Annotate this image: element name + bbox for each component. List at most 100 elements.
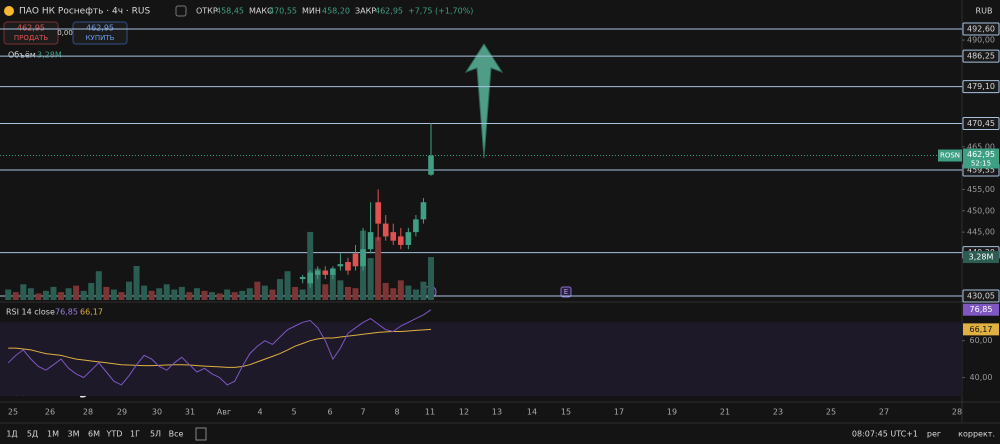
volume-bar: [277, 279, 283, 300]
volume-bar: [254, 281, 261, 300]
session[interactable]: рег: [927, 430, 941, 439]
price-tick-label: 450,00: [967, 206, 995, 215]
level-label: 479,10: [967, 82, 995, 91]
volume-bar: [27, 288, 34, 300]
spread: 0,00: [57, 29, 73, 37]
time-label: 14: [527, 408, 537, 417]
volume-bar: [110, 289, 117, 300]
volume-bar: [261, 285, 268, 300]
settings-icon[interactable]: [175, 5, 187, 17]
volume-bar: [337, 280, 344, 300]
ohlc-label: МАКС: [249, 7, 273, 16]
volume-bar: [329, 273, 336, 300]
up-arrow: [464, 43, 504, 159]
volume-bar: [80, 290, 87, 300]
time-label: 8: [394, 408, 399, 417]
volume-bar: [216, 293, 223, 300]
range-button[interactable]: 1Г: [130, 430, 140, 439]
volume-bar: [178, 286, 185, 300]
earnings-letter: E: [564, 288, 568, 296]
volume-tag-label: 3,28M: [969, 253, 994, 262]
range-button[interactable]: 1Д: [6, 430, 17, 439]
volume-bar: [163, 284, 170, 300]
volume-bar: [193, 288, 200, 300]
rsi-ma-line: [8, 328, 432, 368]
volume-bar: [412, 289, 419, 300]
candle-body: [352, 253, 359, 267]
volume-bar: [367, 258, 374, 300]
rsi-value: 76,85: [55, 308, 78, 317]
candle-body: [405, 232, 412, 245]
candle-body: [345, 262, 351, 271]
calendar-icon[interactable]: [195, 427, 207, 441]
time-label: 30: [152, 408, 162, 417]
candle-body: [428, 155, 434, 175]
range-button[interactable]: 1М: [47, 430, 59, 439]
symbol-title[interactable]: ПАО НК Роснефть · 4ч · RUS: [19, 7, 150, 17]
volume-bar: [224, 289, 231, 300]
sell-price: 462,95: [17, 24, 45, 33]
candle-body: [413, 219, 419, 233]
rsi-band: [0, 322, 962, 396]
volume-bar: [420, 281, 427, 300]
level-label: 430,05: [967, 291, 995, 300]
candle-body: [390, 232, 397, 241]
candle-body: [307, 272, 313, 284]
range-button[interactable]: 5Л: [150, 430, 161, 439]
candle-body: [398, 236, 404, 245]
buy-button[interactable]: [72, 21, 128, 45]
time-label: 7: [360, 408, 365, 417]
level-label: 459,55: [967, 166, 995, 175]
volume-label: Объём: [8, 51, 36, 60]
sell-button[interactable]: [3, 21, 59, 45]
symbol-tag: ROSN: [940, 152, 960, 160]
time-label: 11: [425, 408, 435, 417]
range-button[interactable]: Все: [169, 430, 184, 439]
candle-body: [360, 249, 366, 267]
volume-bar: [88, 282, 95, 300]
volume-bar: [382, 282, 389, 300]
rsi-line: [7, 309, 432, 386]
volume-bar: [148, 290, 155, 300]
volume-bar: [390, 288, 397, 300]
rsi-label: RSI 14 close: [6, 308, 55, 317]
range-button[interactable]: 6М: [88, 430, 100, 439]
time-label: 5: [291, 408, 296, 417]
ohlc-value: 462,95: [375, 7, 403, 16]
last-price-label: 462,95: [967, 150, 995, 159]
volume-bar: [118, 292, 125, 300]
volume-tag: [963, 251, 999, 264]
price-tick-label: 490,00: [967, 36, 995, 45]
rsi-ma-tag-label: 66,17: [970, 325, 993, 334]
currency[interactable]: RUB: [976, 7, 993, 16]
volume-bar: [156, 288, 163, 300]
level-tag: [962, 22, 1000, 36]
adjust[interactable]: коррект.: [958, 430, 995, 439]
volume-bar: [73, 285, 80, 300]
buy-price: 462,95: [86, 24, 114, 33]
volume-bar: [42, 290, 49, 300]
time-label: 13: [492, 408, 502, 417]
range-button[interactable]: 3М: [68, 430, 80, 439]
level-tag: [962, 117, 1000, 131]
volume-bar: [352, 288, 359, 300]
volume-bar: [231, 292, 238, 300]
range-button[interactable]: YTD: [106, 430, 123, 439]
rsi-tag-label: 76,85: [970, 305, 993, 314]
volume-value: 3,28M: [37, 51, 62, 60]
earnings-icon[interactable]: [560, 286, 572, 298]
level-label: 470,45: [967, 119, 995, 128]
symbol-tag-bg: [938, 149, 962, 162]
rsi-tag: [963, 303, 999, 316]
time-label: 25: [826, 408, 836, 417]
volume-bar: [171, 289, 178, 300]
volume-bar: [239, 290, 246, 300]
time-label: 6: [327, 408, 332, 417]
symbol-icon: [4, 6, 14, 16]
rsi-ma-tag: [963, 323, 999, 336]
countdown: 52:15: [971, 160, 991, 168]
time-label: 25: [8, 408, 18, 417]
range-button[interactable]: 5Д: [27, 430, 38, 439]
buy-label: КУПИТЬ: [86, 34, 115, 42]
